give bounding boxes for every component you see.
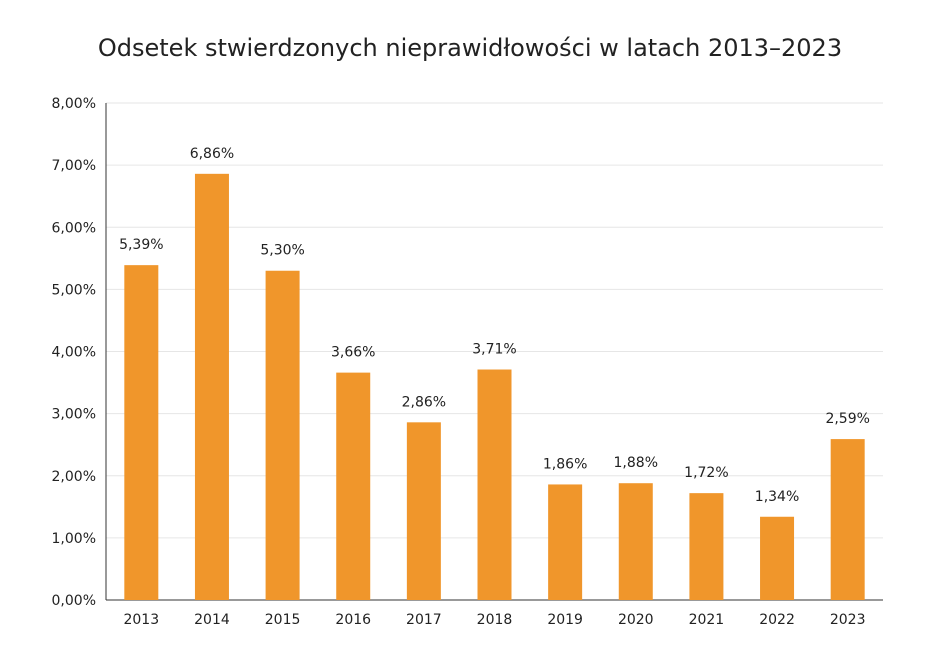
bar bbox=[689, 493, 724, 600]
y-tick-label: 2,00% bbox=[52, 469, 96, 485]
y-tick-label: 1,00% bbox=[52, 531, 96, 547]
y-tick-label: 6,00% bbox=[52, 220, 96, 236]
x-tick-label: 2013 bbox=[123, 612, 159, 628]
x-tick-label: 2015 bbox=[265, 612, 301, 628]
x-tick-label: 2017 bbox=[406, 612, 442, 628]
bar bbox=[124, 265, 159, 600]
data-label: 2,86% bbox=[402, 394, 446, 410]
y-tick-label: 0,00% bbox=[52, 593, 96, 609]
x-tick-label: 2021 bbox=[689, 612, 725, 628]
data-label: 2,59% bbox=[825, 411, 869, 427]
data-label: 1,86% bbox=[543, 456, 587, 472]
bar bbox=[830, 439, 865, 600]
y-tick-label: 8,00% bbox=[52, 96, 96, 112]
bar bbox=[618, 483, 653, 600]
data-label: 3,71% bbox=[472, 342, 516, 358]
bar bbox=[477, 369, 512, 600]
x-tick-label: 2018 bbox=[477, 612, 513, 628]
bar bbox=[406, 422, 441, 600]
chart-title: Odsetek stwierdzonych nieprawidłowości w… bbox=[97, 34, 843, 62]
bar bbox=[760, 516, 795, 600]
x-tick-label: 2022 bbox=[759, 612, 795, 628]
x-tick-label: 2016 bbox=[335, 612, 371, 628]
y-tick-label: 4,00% bbox=[52, 345, 96, 361]
data-label: 1,34% bbox=[755, 489, 799, 505]
data-label: 6,86% bbox=[190, 146, 234, 162]
data-label: 1,72% bbox=[684, 465, 728, 481]
x-tick-label: 2020 bbox=[618, 612, 654, 628]
data-label: 1,88% bbox=[614, 455, 658, 471]
x-tick-label: 2019 bbox=[547, 612, 583, 628]
x-tick-label: 2014 bbox=[194, 612, 230, 628]
data-label: 5,30% bbox=[260, 243, 304, 259]
y-tick-label: 3,00% bbox=[52, 407, 96, 423]
bar bbox=[336, 372, 371, 600]
x-tick-label: 2023 bbox=[830, 612, 866, 628]
y-tick-label: 5,00% bbox=[52, 282, 96, 298]
data-label: 5,39% bbox=[119, 237, 163, 253]
bar bbox=[548, 484, 583, 600]
y-tick-label: 7,00% bbox=[52, 158, 96, 174]
bar bbox=[194, 173, 229, 600]
data-label: 3,66% bbox=[331, 345, 375, 361]
bar bbox=[265, 270, 300, 600]
